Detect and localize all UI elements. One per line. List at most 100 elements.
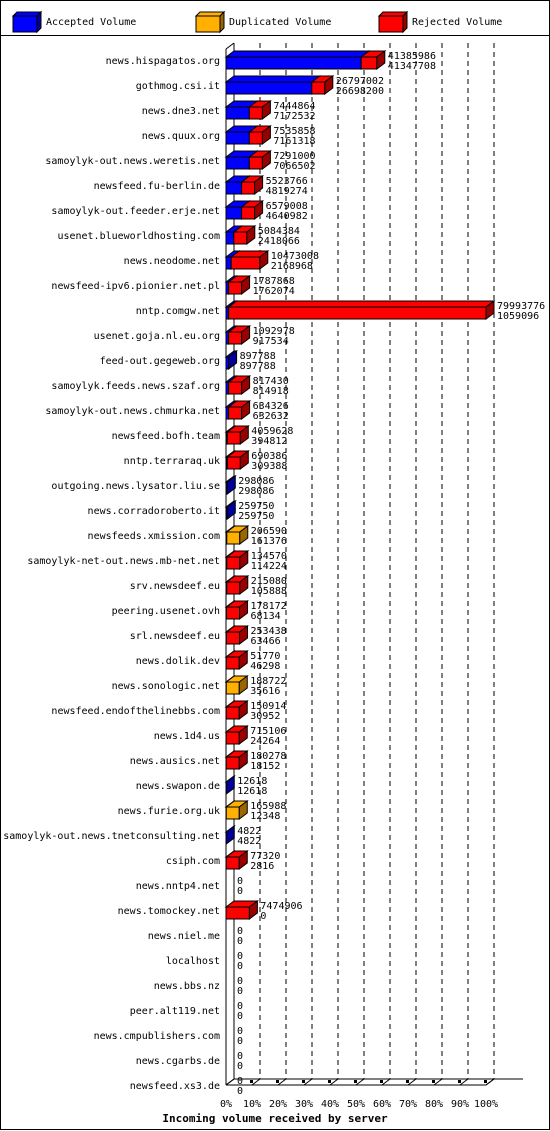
server-label: news.tomockey.net — [118, 906, 220, 917]
tick-mark — [486, 1079, 494, 1085]
bar-segment-rejected — [231, 257, 260, 269]
accepted-volume-label: 4822 — [237, 836, 261, 847]
accepted-volume-label: 632632 — [253, 411, 289, 422]
tick-label: 50% — [347, 1099, 365, 1110]
bar-segment-rejected-top — [229, 301, 494, 307]
ticks: 0%10%20%30%40%50%60%70%80%90%100% — [220, 1079, 498, 1110]
accepted-volume-label: 1762074 — [253, 286, 295, 297]
accepted-volume-label: 0 — [237, 1061, 243, 1072]
tick-label: 90% — [451, 1099, 469, 1110]
accepted-volume-label: 0 — [237, 1036, 243, 1047]
accepted-volume-label: 114224 — [251, 561, 287, 572]
bar-segment-rejected — [227, 457, 240, 469]
accepted-volume-label: 309388 — [251, 461, 287, 472]
bar-row — [226, 451, 248, 469]
accepted-volume-label: 394812 — [251, 436, 287, 447]
server-label: news.bbs.nz — [154, 981, 220, 992]
bar-segment-accepted — [226, 132, 249, 144]
tick-label: 10% — [243, 1099, 261, 1110]
server-label: newsfeed.fu-berlin.de — [94, 181, 220, 192]
tick-mark — [460, 1079, 468, 1085]
bar-segment-rejected — [229, 282, 242, 294]
bar-segment-accepted-top — [226, 51, 369, 57]
accepted-volume-label: 2168968 — [271, 261, 313, 272]
tick-marker — [302, 1080, 305, 1083]
bar-row — [226, 576, 248, 594]
bar-row — [226, 526, 248, 544]
bar-segment-rejected — [227, 632, 240, 644]
bar-row — [226, 101, 270, 119]
legend-item-rejected: Rejected Volume — [379, 12, 502, 32]
bar-segment-rejected — [312, 82, 325, 94]
server-label: peering.usenet.ovh — [112, 606, 220, 617]
accepted-volume-label: 814918 — [253, 386, 289, 397]
accepted-volume-label: 0 — [260, 911, 266, 922]
server-label: srl.newsdeef.eu — [130, 631, 220, 642]
accepted-volume-label: 2418066 — [258, 236, 300, 247]
bar-segment-accepted — [226, 182, 242, 194]
bar-segment-rejected — [229, 332, 242, 344]
legend-swatch-top — [196, 12, 224, 16]
bar-segment-accepted — [226, 257, 231, 269]
bar-row — [226, 701, 247, 719]
bar-row — [226, 626, 248, 644]
server-label: gothmog.csi.it — [136, 81, 220, 92]
bar-segment-rejected — [242, 207, 255, 219]
legend-item-duplicated: Duplicated Volume — [196, 12, 331, 32]
bar-row — [226, 401, 250, 419]
server-label: newsfeed.bofh.team — [112, 431, 220, 442]
tick-mark — [382, 1079, 390, 1085]
bar-row — [226, 301, 494, 319]
tick-mark — [356, 1079, 364, 1085]
bar-row — [226, 326, 250, 344]
accepted-volume-label: 12348 — [250, 811, 280, 822]
bar-segment-rejected — [226, 907, 249, 919]
server-label: feed-out.gegeweb.org — [100, 356, 220, 367]
bar-segment-accepted-top — [226, 76, 320, 82]
server-label: news.furie.org.uk — [118, 806, 220, 817]
server-label: newsfeed.xs3.de — [130, 1081, 220, 1092]
accepted-volume-label: 68134 — [251, 611, 281, 622]
server-label: newsfeed.endofthelinebbs.com — [51, 706, 220, 717]
server-label: news.ausics.net — [130, 756, 220, 767]
tick-marker — [276, 1080, 279, 1083]
legend-swatch-top — [13, 12, 41, 16]
bar-segment-accepted-side — [226, 826, 234, 844]
accepted-volume-label: 0 — [237, 1011, 243, 1022]
bar-segment-accepted — [226, 107, 249, 119]
server-label: samoylyk-net-out.news.mb-net.net — [27, 556, 220, 567]
server-label: news.hispagatos.org — [106, 56, 220, 67]
tick-label: 60% — [373, 1099, 391, 1110]
bar-segment-rejected — [229, 307, 486, 319]
accepted-volume-label: 26698200 — [336, 86, 384, 97]
server-label: news.quux.org — [142, 131, 220, 142]
server-label: nntp.comgw.net — [136, 306, 220, 317]
bar-segment-rejected — [227, 607, 240, 619]
tick-marker — [484, 1080, 487, 1083]
bar-segment-rejected — [249, 157, 262, 169]
tick-marker — [406, 1080, 409, 1083]
bar-segment-rejected — [229, 382, 242, 394]
bar-row — [226, 901, 257, 919]
tick-label: 20% — [269, 1099, 287, 1110]
tick-mark — [330, 1079, 338, 1085]
server-label: news.niel.me — [148, 931, 220, 942]
y-axis-corner — [226, 43, 234, 49]
bar-row — [226, 751, 247, 769]
accepted-volume-label: 0 — [237, 961, 243, 972]
legend-swatch-side — [37, 12, 41, 32]
tick-label: 0% — [220, 1099, 232, 1110]
accepted-volume-label: 0 — [237, 936, 243, 947]
server-label: samoylyk-out.feeder.erje.net — [51, 206, 220, 217]
server-label: samoylyk.feeds.news.szaf.org — [51, 381, 220, 392]
tick-mark — [434, 1079, 442, 1085]
server-label: nntp.terraraq.uk — [124, 456, 220, 467]
bar-segment-rejected — [227, 557, 240, 569]
accepted-volume-label: 917534 — [253, 336, 289, 347]
accepted-volume-label: 1059096 — [497, 311, 539, 322]
accepted-volume-label: 161376 — [251, 536, 287, 547]
accepted-volume-label: 4819274 — [266, 186, 308, 197]
server-label: news.1d4.us — [154, 731, 220, 742]
